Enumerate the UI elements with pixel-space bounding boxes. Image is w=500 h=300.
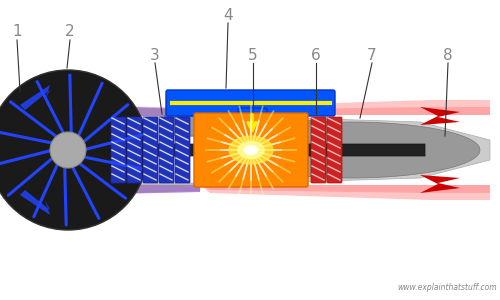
Text: 2: 2 <box>65 25 75 40</box>
Polygon shape <box>200 115 490 185</box>
Polygon shape <box>420 107 460 125</box>
Text: 5: 5 <box>248 47 258 62</box>
Polygon shape <box>65 105 200 117</box>
Text: 7: 7 <box>367 47 377 62</box>
Ellipse shape <box>244 146 258 154</box>
Ellipse shape <box>229 136 273 164</box>
Polygon shape <box>20 85 50 110</box>
FancyBboxPatch shape <box>127 117 142 183</box>
Polygon shape <box>20 190 50 215</box>
Polygon shape <box>220 122 480 178</box>
Polygon shape <box>165 115 390 142</box>
Polygon shape <box>15 186 45 210</box>
FancyBboxPatch shape <box>238 108 267 142</box>
Polygon shape <box>200 100 490 115</box>
Circle shape <box>50 132 86 168</box>
Polygon shape <box>200 185 490 193</box>
FancyBboxPatch shape <box>327 117 342 183</box>
Polygon shape <box>15 90 45 114</box>
FancyBboxPatch shape <box>194 113 308 187</box>
Polygon shape <box>420 175 460 193</box>
Text: 3: 3 <box>150 47 160 62</box>
Text: 4: 4 <box>223 8 233 22</box>
FancyBboxPatch shape <box>166 90 335 116</box>
FancyBboxPatch shape <box>159 117 174 183</box>
Polygon shape <box>65 105 200 115</box>
Polygon shape <box>65 105 200 117</box>
FancyBboxPatch shape <box>111 117 126 183</box>
FancyBboxPatch shape <box>65 144 425 156</box>
Polygon shape <box>200 107 490 115</box>
Circle shape <box>0 70 148 230</box>
Polygon shape <box>65 185 200 195</box>
FancyBboxPatch shape <box>311 117 326 183</box>
Polygon shape <box>65 183 200 195</box>
Text: 6: 6 <box>311 47 321 62</box>
Polygon shape <box>200 185 490 200</box>
Ellipse shape <box>238 142 264 158</box>
Text: www.explainthatstuff.com: www.explainthatstuff.com <box>398 283 497 292</box>
FancyBboxPatch shape <box>175 117 190 183</box>
Text: 1: 1 <box>12 25 22 40</box>
Text: 8: 8 <box>443 47 453 62</box>
Polygon shape <box>65 185 200 195</box>
FancyBboxPatch shape <box>143 117 158 183</box>
